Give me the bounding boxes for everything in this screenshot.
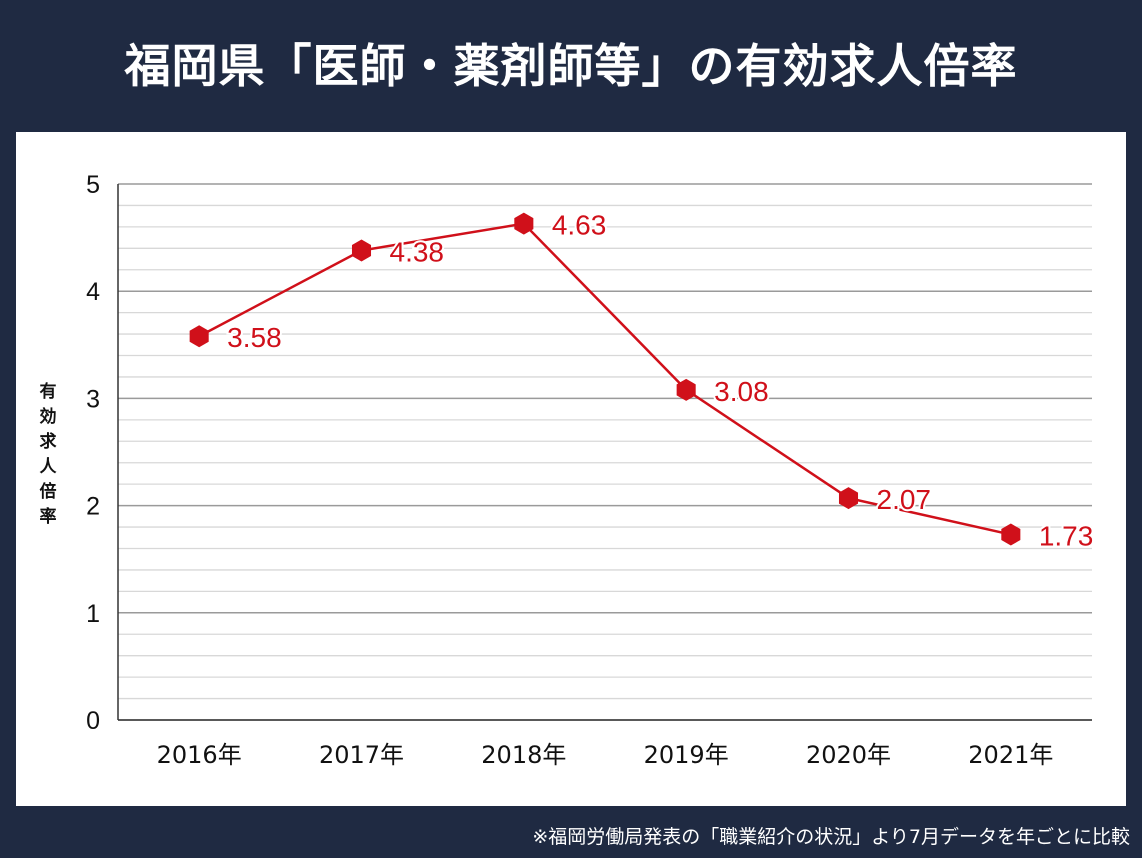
y-tick-label: 1 [86,600,100,628]
data-point-marker [351,239,372,262]
data-point-marker [189,325,209,348]
y-tick-label: 5 [86,171,100,199]
x-tick-label: 2019年 [644,741,729,769]
data-point-marker [676,378,696,401]
data-label: 4.63 [552,210,607,241]
y-tick-label: 4 [86,278,100,306]
x-tick-label: 2017年 [319,741,404,769]
data-point-marker [838,487,859,510]
data-label: 4.38 [390,236,445,267]
x-tick-label: 2021年 [968,741,1053,769]
y-axis-label: 有効求人倍率 [39,382,57,527]
data-point-marker [514,212,534,235]
chart-title: 福岡県「医師・薬剤師等」の有効求人倍率 [124,39,1018,93]
y-tick-label: 2 [86,493,100,521]
data-label: 1.73 [1039,521,1094,552]
data-point-marker [1001,523,1021,546]
data-label: 3.08 [714,376,769,407]
x-tick-label: 2016年 [157,741,242,769]
data-label: 2.07 [877,484,932,515]
series-line [198,222,1012,536]
y-tick-label: 3 [86,385,100,413]
x-tick-label: 2018年 [481,741,566,769]
chart-panel [16,132,1126,806]
x-tick-label: 2020年 [806,741,891,769]
source-note: ※福岡労働局発表の「職業紹介の状況」より7月データを年ごとに比較 [532,826,1130,848]
y-tick-label: 0 [86,707,100,735]
data-label: 3.58 [227,322,282,353]
